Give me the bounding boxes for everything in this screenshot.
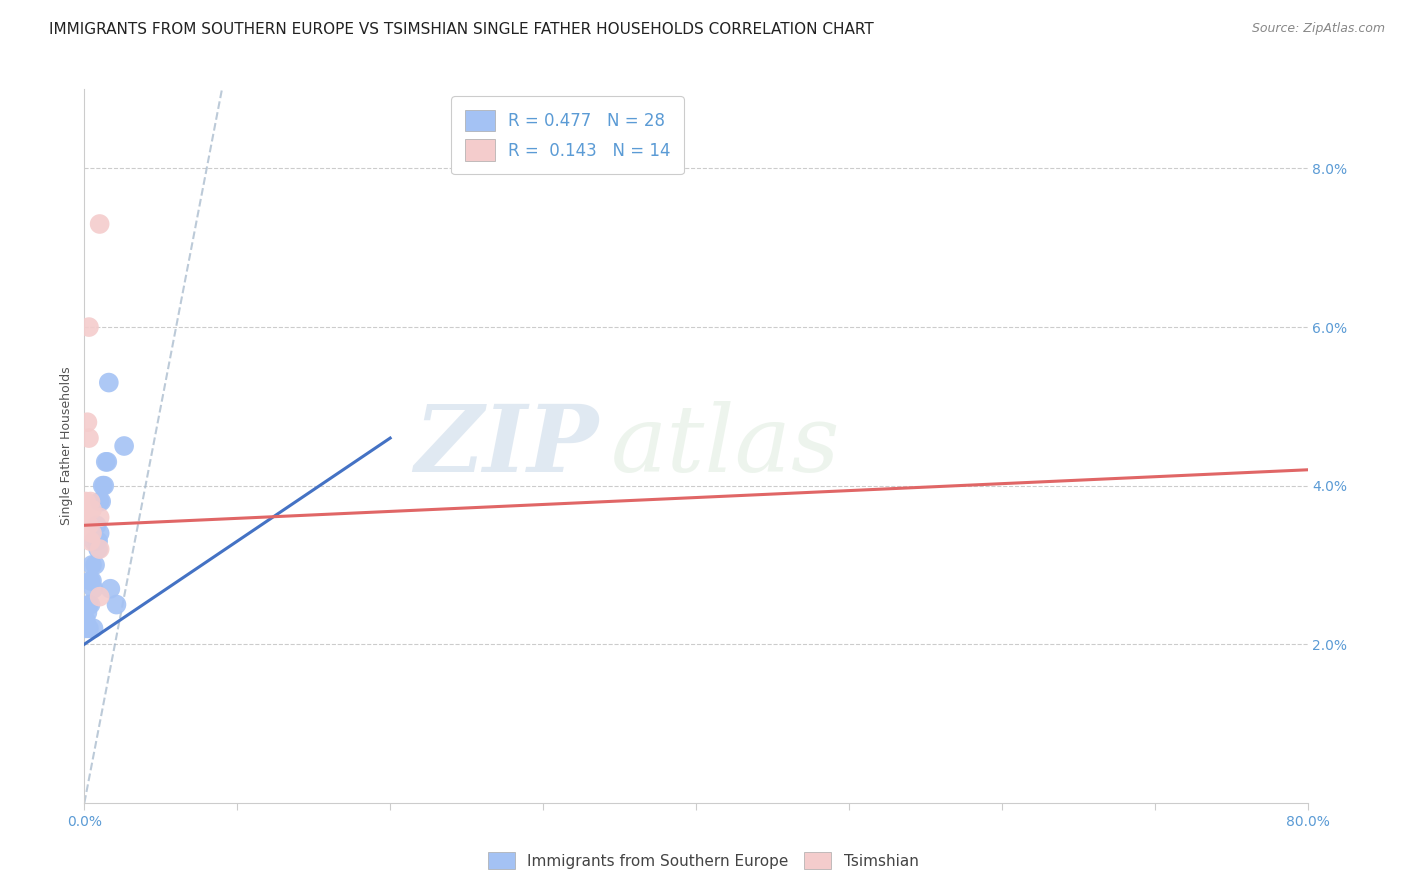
Point — [86, 518, 108, 533]
Point — [89, 510, 111, 524]
Point — [80, 558, 103, 572]
Point — [89, 590, 111, 604]
Point — [79, 574, 101, 588]
Point — [87, 534, 110, 549]
Point — [91, 478, 114, 492]
Point — [93, 478, 115, 492]
Point — [87, 542, 110, 557]
Point — [83, 534, 105, 549]
Point — [76, 415, 98, 429]
Point — [80, 502, 103, 516]
Y-axis label: Single Father Households: Single Father Households — [60, 367, 73, 525]
Point — [77, 320, 100, 334]
Point — [75, 621, 97, 635]
Text: atlas: atlas — [610, 401, 839, 491]
Point — [89, 526, 111, 541]
Point — [76, 606, 98, 620]
Point — [75, 494, 97, 508]
Text: Source: ZipAtlas.com: Source: ZipAtlas.com — [1251, 22, 1385, 36]
Point — [75, 614, 97, 628]
Point — [83, 582, 105, 596]
Point — [96, 455, 118, 469]
Point — [97, 376, 120, 390]
Point — [89, 542, 111, 557]
Point — [83, 621, 105, 635]
Point — [90, 494, 112, 508]
Point — [84, 558, 107, 572]
Legend: Immigrants from Southern Europe, Tsimshian: Immigrants from Southern Europe, Tsimshi… — [481, 846, 925, 875]
Point — [89, 494, 111, 508]
Point — [79, 598, 101, 612]
Point — [112, 439, 135, 453]
Point — [77, 518, 100, 533]
Point — [77, 598, 100, 612]
Point — [80, 526, 103, 541]
Point — [89, 217, 111, 231]
Point — [79, 534, 101, 549]
Point — [86, 534, 108, 549]
Point — [94, 455, 117, 469]
Point — [79, 494, 101, 508]
Point — [105, 598, 128, 612]
Point — [77, 621, 100, 635]
Point — [77, 431, 100, 445]
Point — [80, 574, 103, 588]
Point — [75, 510, 97, 524]
Legend: R = 0.477   N = 28, R =  0.143   N = 14: R = 0.477 N = 28, R = 0.143 N = 14 — [451, 96, 683, 174]
Text: ZIP: ZIP — [413, 401, 598, 491]
Text: IMMIGRANTS FROM SOUTHERN EUROPE VS TSIMSHIAN SINGLE FATHER HOUSEHOLDS CORRELATIO: IMMIGRANTS FROM SOUTHERN EUROPE VS TSIMS… — [49, 22, 875, 37]
Point — [98, 582, 121, 596]
